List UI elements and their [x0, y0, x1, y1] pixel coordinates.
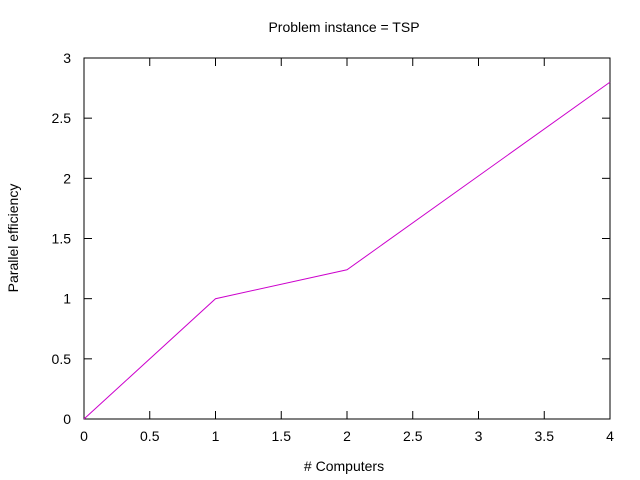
x-tick-label: 4: [606, 428, 614, 444]
x-tick-label: 0.5: [140, 428, 160, 444]
y-tick-label: 0: [63, 411, 71, 427]
x-axis-label: # Computers: [304, 458, 384, 474]
y-tick-label: 3: [63, 50, 71, 66]
x-tick-label: 0: [80, 428, 88, 444]
y-axis-label: Parallel efficiency: [5, 184, 21, 293]
x-axis: 0 0.5 1 1.5 2 2.5 3 3.5 4: [80, 58, 614, 444]
y-tick-label: 1: [63, 291, 71, 307]
x-tick-label: 3: [475, 428, 483, 444]
series-line: [83, 81, 611, 420]
x-tick-label: 2.5: [403, 428, 423, 444]
plot-area-frame: [83, 57, 611, 420]
x-tick-label: 1.5: [272, 428, 292, 444]
y-tick-label: 1.5: [52, 231, 72, 247]
y-tick-label: 2.5: [52, 110, 72, 126]
x-tick-label: 3.5: [535, 428, 555, 444]
y-tick-label: 0.5: [52, 351, 72, 367]
x-tick-label: 1: [212, 428, 220, 444]
x-tick-label: 2: [343, 428, 351, 444]
y-axis: 0 0.5 1 1.5 2 2.5 3: [52, 50, 610, 427]
y-tick-label: 2: [63, 170, 71, 186]
chart-title: Problem instance = TSP: [268, 19, 419, 35]
series-layer: [83, 81, 611, 420]
